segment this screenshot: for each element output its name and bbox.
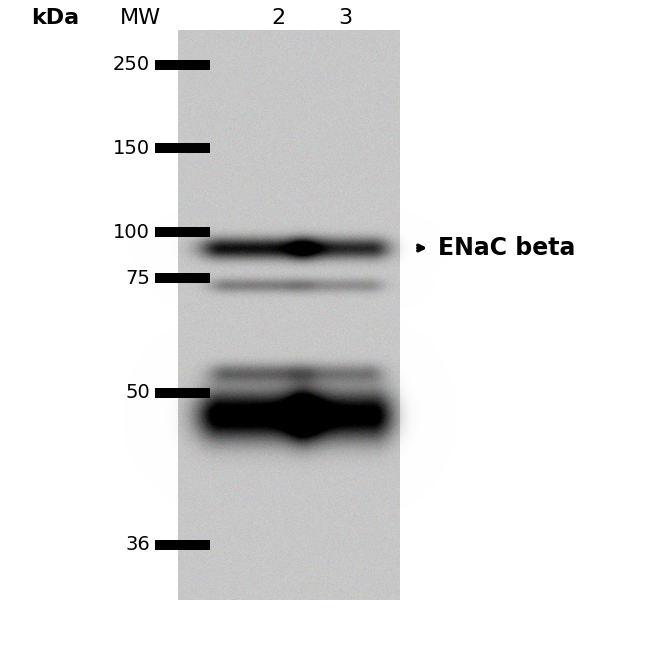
Text: 250: 250 [113, 55, 150, 75]
Bar [155, 540, 210, 550]
Text: 50: 50 [125, 384, 150, 402]
Text: 75: 75 [125, 268, 150, 287]
Text: 36: 36 [125, 536, 150, 554]
Bar [155, 227, 210, 237]
Text: 100: 100 [113, 222, 150, 242]
Text: 2: 2 [271, 8, 285, 28]
Text: 3: 3 [338, 8, 352, 28]
Bar [155, 60, 210, 70]
Bar [155, 273, 210, 283]
Bar [155, 388, 210, 398]
Text: ENaC beta: ENaC beta [438, 236, 575, 260]
Bar [155, 143, 210, 153]
Text: MW: MW [120, 8, 161, 28]
Text: 150: 150 [113, 138, 150, 157]
Text: kDa: kDa [31, 8, 79, 28]
